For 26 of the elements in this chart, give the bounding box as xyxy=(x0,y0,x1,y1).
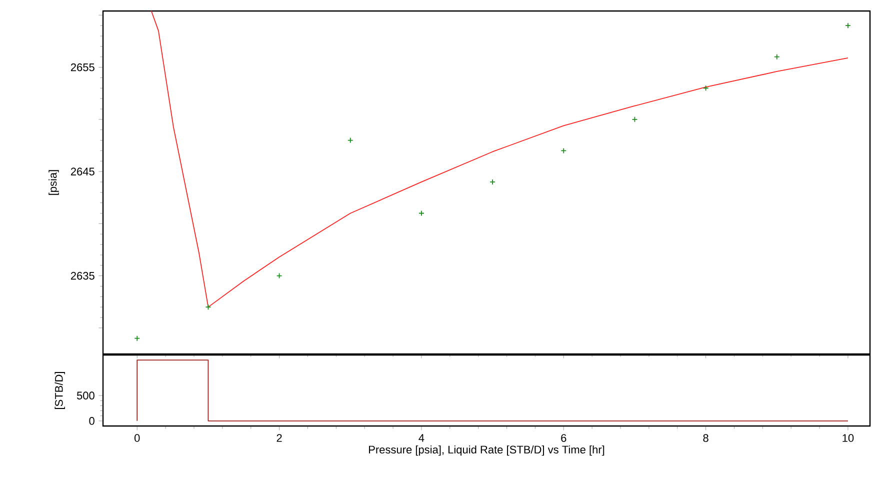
point xyxy=(205,304,212,310)
y-tick-label: 0 xyxy=(89,417,94,425)
x-tick-label: 2 xyxy=(276,434,282,442)
point xyxy=(418,210,424,216)
x-tick-label: 6 xyxy=(561,434,566,442)
y-axis-title: [psia] xyxy=(48,170,59,195)
point xyxy=(347,137,354,144)
x-tick-label: 4 xyxy=(418,434,424,442)
x-tick-label: 0 xyxy=(134,434,140,442)
x-axis-title: Pressure [psia], Liquid Rate [STB/D] vs Time [hr] xyxy=(369,445,604,456)
point xyxy=(702,85,709,92)
point xyxy=(845,22,851,29)
point xyxy=(134,335,140,342)
y-tick-label: 2645 xyxy=(70,168,94,176)
point xyxy=(276,272,282,279)
y-tick-label: 2635 xyxy=(70,272,94,280)
x-tick-label: 10 xyxy=(842,434,854,442)
point xyxy=(490,179,496,185)
line-series xyxy=(150,10,848,308)
x-tick-label: 8 xyxy=(703,434,708,442)
y-tick-label: 500 xyxy=(76,392,94,400)
y-axis-title: [STB/D] xyxy=(54,372,65,409)
point xyxy=(774,54,780,60)
y-tick-label: 2655 xyxy=(70,63,94,72)
point xyxy=(560,148,567,154)
point xyxy=(632,116,638,122)
